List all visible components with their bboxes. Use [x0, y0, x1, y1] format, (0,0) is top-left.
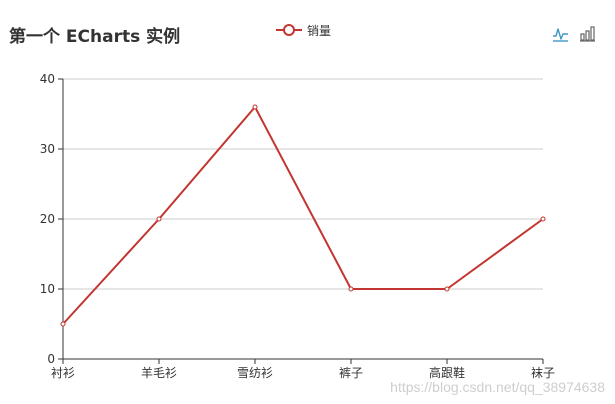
- series-group: [60, 104, 546, 327]
- data-point: [444, 286, 450, 292]
- x-tick-label: 羊毛衫: [141, 365, 177, 380]
- x-axis-labels: 衬衫 羊毛衫 雪纺衫 裤子 高跟鞋 袜子: [51, 365, 555, 380]
- data-point: [156, 216, 162, 222]
- y-tick-label: 10: [40, 282, 55, 296]
- line-chart-icon[interactable]: [552, 25, 569, 42]
- data-point: [540, 216, 546, 222]
- data-point: [60, 321, 66, 327]
- y-axis-labels: 0 10 20 30 40: [40, 72, 55, 366]
- data-point: [252, 104, 258, 110]
- axes: [58, 78, 544, 364]
- y-tick-label: 30: [40, 142, 55, 156]
- legend-item[interactable]: 销量: [276, 21, 331, 39]
- x-tick-label: 衬衫: [51, 366, 75, 380]
- x-tick-label: 高跟鞋: [429, 365, 465, 380]
- x-tick-label: 雪纺衫: [237, 366, 273, 380]
- grid-lines: [63, 78, 543, 290]
- data-point: [348, 286, 354, 292]
- legend-label: 销量: [307, 23, 332, 38]
- toolbox: [552, 25, 596, 42]
- bar-chart-icon[interactable]: [579, 25, 596, 42]
- watermark: https://blog.csdn.net/qq_38974638: [390, 379, 605, 395]
- series-line: [62, 106, 544, 325]
- y-tick-label: 0: [47, 352, 55, 366]
- y-tick-label: 20: [40, 212, 55, 226]
- x-tick-label: 袜子: [531, 366, 555, 380]
- chart-title: 第一个 ECharts 实例: [9, 27, 181, 47]
- x-tick-label: 裤子: [339, 366, 363, 380]
- legend-line-icon: [276, 24, 302, 36]
- y-tick-label: 40: [40, 72, 55, 86]
